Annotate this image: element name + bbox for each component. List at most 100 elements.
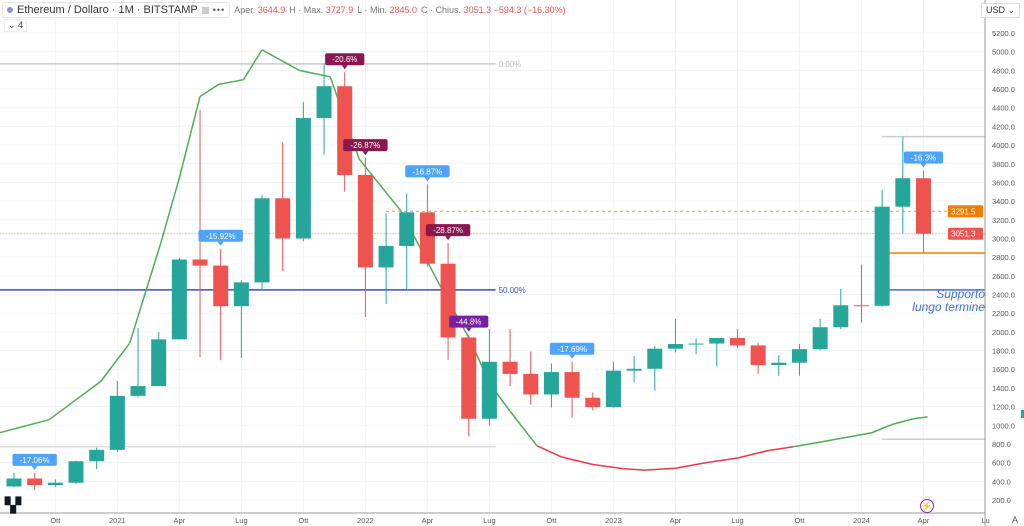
level-label: 50.00% — [499, 286, 526, 295]
candle-body — [47, 482, 63, 486]
price-tick-label: 2600.0 — [992, 272, 1015, 281]
moving-average-segment — [871, 423, 893, 434]
candle-body — [233, 282, 249, 307]
currency-selector[interactable]: USD ⌄ — [980, 3, 1020, 18]
price-tick-label: 2200.0 — [992, 309, 1015, 318]
time-tick-label: Lug — [235, 516, 248, 525]
candle-body — [316, 86, 332, 118]
candle — [68, 460, 84, 485]
flash-icon[interactable]: ⚡ — [920, 499, 934, 513]
moving-average-segment — [819, 435, 852, 443]
more-icon[interactable]: ••• — [212, 5, 226, 15]
price-badge-label: 3291.5 — [951, 207, 976, 216]
moving-average-segment — [199, 83, 220, 98]
candle-body — [729, 337, 745, 346]
candle — [47, 479, 63, 487]
price-tick-label: 5000.0 — [992, 48, 1015, 57]
symbol-box[interactable]: Ethereum / Dollaro · 1M · BITSTAMP ••• — [2, 2, 231, 18]
time-tick-label: Ott — [794, 516, 805, 525]
moving-average-segment — [100, 342, 131, 382]
time-tick-label: Apr — [918, 516, 930, 525]
price-tick-label: 1400.0 — [992, 384, 1015, 393]
candle — [605, 361, 621, 408]
candle-body — [378, 245, 394, 268]
candle — [709, 337, 725, 367]
callout-box — [198, 229, 243, 242]
candle — [399, 193, 415, 290]
collapse-indicators-button[interactable]: ⌄ 4 — [4, 19, 28, 32]
moving-average-segment — [913, 416, 928, 420]
candle-body — [109, 395, 125, 450]
moving-average-segment — [737, 449, 769, 459]
candle — [233, 280, 249, 359]
candle-body — [89, 449, 105, 462]
callout-label: -15.92% — [206, 232, 236, 241]
candle — [543, 363, 559, 408]
candle — [6, 472, 22, 487]
time-tick-label: Lug — [483, 516, 496, 525]
price-tick-label: 1800.0 — [992, 347, 1015, 356]
candle-body — [523, 373, 539, 395]
callout-label: -16.87% — [413, 167, 443, 176]
price-badge — [948, 227, 983, 240]
candle — [27, 472, 43, 490]
price-tick-label: 3000.0 — [992, 234, 1015, 243]
price-tick-label: 4800.0 — [992, 66, 1015, 75]
candle — [502, 329, 518, 387]
candle — [626, 356, 642, 383]
callout-pointer — [445, 236, 452, 241]
candle-body — [130, 386, 146, 396]
candle-body — [895, 178, 911, 207]
candle — [729, 329, 745, 348]
compare-icon[interactable] — [201, 6, 209, 14]
open-label: Aper. — [234, 5, 256, 15]
price-badge — [948, 205, 983, 218]
moving-average-segment — [160, 177, 181, 244]
callout-box — [903, 151, 944, 164]
candle — [130, 328, 146, 398]
callout-box — [449, 315, 489, 328]
price-tick-label: 3600.0 — [992, 178, 1015, 187]
moving-average-segment — [536, 445, 563, 458]
moving-average-segment — [509, 410, 538, 447]
candle-body — [192, 259, 208, 266]
ma-axis-marker — [1021, 410, 1024, 418]
price-tick-label: 4200.0 — [992, 122, 1015, 131]
price-tick-label: 3200.0 — [992, 216, 1015, 225]
time-tick-label: Apr — [422, 516, 434, 525]
time-tick-label: 2021 — [109, 516, 126, 525]
callout-pointer — [465, 327, 472, 332]
candle-body — [213, 265, 229, 307]
time-tick-label: 2023 — [605, 516, 622, 525]
high-label: H · Max. — [289, 5, 324, 15]
candle — [833, 288, 849, 330]
candle — [461, 334, 477, 437]
candle-body — [357, 174, 373, 268]
price-tick-label: 1600.0 — [992, 365, 1015, 374]
price-tick-label: 600.0 — [992, 459, 1011, 468]
candle-body — [750, 345, 766, 366]
moving-average-segment — [561, 456, 593, 466]
candle — [295, 102, 311, 242]
price-tick-label: 3400.0 — [992, 197, 1015, 206]
moving-average-segment — [892, 418, 914, 426]
time-tick-label: 2024 — [853, 516, 870, 525]
auto-scale-button[interactable]: A — [1011, 515, 1018, 525]
time-tick-label: Apr — [670, 516, 682, 525]
candle-body — [543, 372, 559, 395]
time-tick-label: Apr — [174, 516, 186, 525]
time-tick-label: Ott — [50, 516, 61, 525]
low-label: L · Min. — [357, 5, 387, 15]
candle-body — [254, 198, 270, 283]
time-tick-label: Ott — [546, 516, 557, 525]
price-tick-label: 2800.0 — [992, 253, 1015, 262]
price-tick-label: 1000.0 — [992, 421, 1015, 430]
candle-body — [171, 259, 187, 340]
candle-body — [564, 372, 580, 398]
candle — [151, 331, 167, 387]
moving-average-segment — [129, 242, 162, 344]
moving-average-segment — [706, 457, 738, 464]
callout-box — [405, 165, 450, 178]
close-label: C · Chius. — [421, 5, 462, 15]
